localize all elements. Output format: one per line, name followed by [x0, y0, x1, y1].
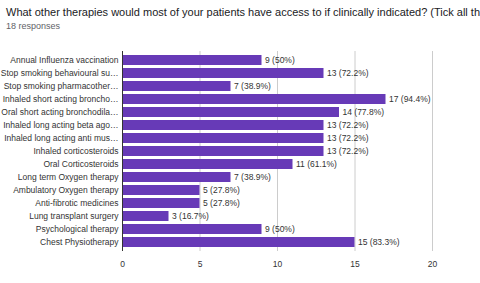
svg-text:5: 5: [198, 259, 203, 269]
svg-text:5 (27.8%): 5 (27.8%): [203, 198, 240, 208]
svg-text:Inhaled long acting beta ago…: Inhaled long acting beta ago…: [3, 120, 118, 130]
svg-text:Psychological therapy: Psychological therapy: [36, 224, 119, 234]
svg-text:Inhaled long acting anti mus…: Inhaled long acting anti mus…: [4, 133, 118, 143]
svg-text:Lung transplant surgery: Lung transplant surgery: [29, 211, 119, 221]
svg-text:13 (72.2%): 13 (72.2%): [327, 133, 369, 143]
svg-text:14 (77.8%): 14 (77.8%): [343, 107, 385, 117]
svg-text:Stop smoking pharmacother…: Stop smoking pharmacother…: [4, 81, 119, 91]
svg-text:Inhaled corticosteroids: Inhaled corticosteroids: [33, 146, 118, 156]
svg-text:15: 15: [350, 259, 360, 269]
svg-text:9 (50%): 9 (50%): [265, 55, 295, 65]
svg-text:13 (72.2%): 13 (72.2%): [327, 120, 369, 130]
svg-text:11 (61.1%): 11 (61.1%): [296, 159, 337, 169]
svg-text:Oral short acting bronchodila…: Oral short acting bronchodila…: [1, 107, 118, 117]
svg-text:3 (16.7%): 3 (16.7%): [172, 211, 209, 221]
svg-text:20: 20: [428, 259, 438, 269]
svg-text:13 (72.2%): 13 (72.2%): [327, 68, 369, 78]
svg-text:Anti-fibrotic medicines: Anti-fibrotic medicines: [35, 198, 118, 208]
svg-text:9 (50%): 9 (50%): [265, 224, 295, 234]
svg-text:Oral Corticosteroids: Oral Corticosteroids: [43, 159, 118, 169]
svg-text:7 (38.9%): 7 (38.9%): [234, 172, 271, 182]
svg-text:Long term Oxygen therapy: Long term Oxygen therapy: [18, 172, 119, 182]
html-text:18 responses: 18 responses: [6, 21, 60, 31]
svg-text:13 (72.2%): 13 (72.2%): [327, 146, 369, 156]
svg-text:Stop smoking behavioural su…: Stop smoking behavioural su…: [1, 68, 119, 78]
svg-text:Annual Influenza vaccination: Annual Influenza vaccination: [10, 55, 118, 65]
svg-text:17 (94.4%): 17 (94.4%): [389, 94, 431, 104]
svg-text:15 (83.3%): 15 (83.3%): [358, 237, 400, 247]
svg-text:Inhaled short acting broncho…: Inhaled short acting broncho…: [3, 94, 119, 104]
svg-text:10: 10: [273, 259, 283, 269]
svg-text:7 (38.9%): 7 (38.9%): [234, 81, 271, 91]
svg-text:Ambulatory Oxygen therapy: Ambulatory Oxygen therapy: [13, 185, 119, 195]
svg-text:5 (27.8%): 5 (27.8%): [203, 185, 240, 195]
svg-text:0: 0: [120, 259, 125, 269]
svg-text:Chest Physiotherapy: Chest Physiotherapy: [40, 237, 119, 247]
